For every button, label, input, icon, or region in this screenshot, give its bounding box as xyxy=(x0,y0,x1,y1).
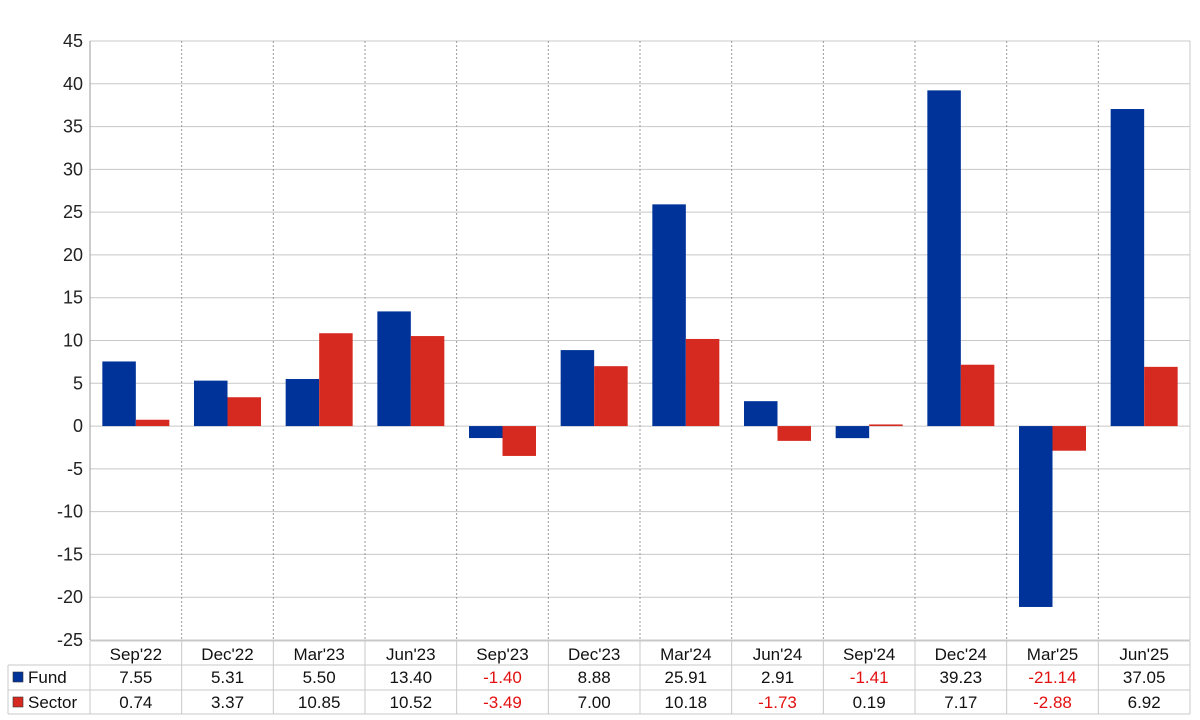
data-label-sector: 7.17 xyxy=(944,693,977,712)
y-tick-label: 10 xyxy=(63,331,83,351)
y-tick-label: 40 xyxy=(63,74,83,94)
data-label-fund: 8.88 xyxy=(578,668,611,687)
category-label: Dec'23 xyxy=(568,645,620,664)
bar-fund-7 xyxy=(744,401,778,427)
bar-fund-9 xyxy=(927,90,961,427)
y-tick-label: -15 xyxy=(57,544,83,564)
y-tick-label: 0 xyxy=(73,416,83,436)
category-label: Mar'23 xyxy=(293,645,344,664)
bar-sector-0 xyxy=(135,419,170,427)
category-label: Dec'24 xyxy=(935,645,987,664)
y-axis-ticks: 45 40 35 30 25 20 15 10 5 0 -5 -10 -15 -20 -25 xyxy=(57,31,83,650)
data-label-sector: 10.85 xyxy=(298,693,341,712)
y-tick-label: 35 xyxy=(63,117,83,137)
y-tick-label: 30 xyxy=(63,159,83,179)
data-label-sector: 10.18 xyxy=(665,693,708,712)
data-label-fund: 2.91 xyxy=(761,668,794,687)
data-label-fund: 5.50 xyxy=(303,668,336,687)
bar-sector-11 xyxy=(1144,366,1178,427)
category-label: Jun'24 xyxy=(753,645,803,664)
category-label: Dec'22 xyxy=(201,645,253,664)
bar-fund-5 xyxy=(560,350,595,427)
y-tick-label: -20 xyxy=(57,587,83,607)
bar-sector-10 xyxy=(1052,426,1086,451)
bar-fund-11 xyxy=(1110,109,1145,427)
data-label-fund: 39.23 xyxy=(940,668,983,687)
y-tick-label: 20 xyxy=(63,245,83,265)
bar-sector-4 xyxy=(502,426,536,456)
data-label-sector: -1.73 xyxy=(758,693,797,712)
legend-swatch-fund xyxy=(12,671,24,683)
data-label-sector: 3.37 xyxy=(211,693,244,712)
data-label-fund: 13.40 xyxy=(390,668,433,687)
bar-fund-3 xyxy=(377,311,411,427)
y-tick-label: -5 xyxy=(67,459,83,479)
y-tick-label: 5 xyxy=(73,373,83,393)
bar-fund-8 xyxy=(835,426,870,439)
legend-label-fund: Fund xyxy=(28,668,67,687)
category-label: Jun'23 xyxy=(386,645,436,664)
bar-sector-6 xyxy=(685,338,720,427)
data-label-sector: 0.19 xyxy=(853,693,886,712)
legend-swatch-sector xyxy=(12,696,24,708)
bar-sector-2 xyxy=(319,333,353,427)
data-label-sector: 7.00 xyxy=(578,693,611,712)
bar-fund-4 xyxy=(469,426,503,439)
bar-sector-7 xyxy=(777,426,811,441)
data-label-sector: 0.74 xyxy=(119,693,152,712)
bar-fund-1 xyxy=(194,380,228,427)
category-label: Sep'23 xyxy=(476,645,528,664)
y-tick-label: 15 xyxy=(63,288,83,308)
y-tick-label: 25 xyxy=(63,202,83,222)
bar-sector-9 xyxy=(960,364,995,427)
data-label-fund: 25.91 xyxy=(665,668,708,687)
bar-fund-2 xyxy=(285,379,320,427)
bar-sector-1 xyxy=(227,397,261,427)
data-label-sector: -3.49 xyxy=(483,693,522,712)
data-label-fund: 37.05 xyxy=(1123,668,1166,687)
category-label: Mar'25 xyxy=(1027,645,1078,664)
category-label: Sep'22 xyxy=(110,645,162,664)
category-label: Sep'24 xyxy=(843,645,895,664)
category-label: Mar'24 xyxy=(660,645,711,664)
category-label: Jun'25 xyxy=(1119,645,1169,664)
data-label-sector: 10.52 xyxy=(390,693,433,712)
bar-fund-6 xyxy=(652,204,686,427)
bar-fund-0 xyxy=(102,361,136,427)
data-label-sector: 6.92 xyxy=(1128,693,1161,712)
bar-sector-5 xyxy=(594,366,628,427)
data-label-fund: 7.55 xyxy=(119,668,152,687)
data-label-fund: -21.14 xyxy=(1028,668,1076,687)
y-tick-label: 45 xyxy=(63,31,83,51)
legend-label-sector: Sector xyxy=(28,693,77,712)
bars xyxy=(102,90,1178,607)
data-label-fund: -1.41 xyxy=(850,668,889,687)
bar-sector-8 xyxy=(869,424,903,427)
data-label-fund: 5.31 xyxy=(211,668,244,687)
bar-sector-3 xyxy=(410,336,445,427)
data-label-fund: -1.40 xyxy=(483,668,522,687)
y-tick-label: -10 xyxy=(57,502,83,522)
y-tick-label: -25 xyxy=(57,630,83,650)
grid-lines xyxy=(89,40,1191,641)
data-label-sector: -2.88 xyxy=(1033,693,1072,712)
bar-fund-10 xyxy=(1019,426,1053,607)
data-table: Sep'22 Dec'22 Mar'23 Jun'23 Sep'23 Dec'23 Mar'… xyxy=(7,640,1191,715)
